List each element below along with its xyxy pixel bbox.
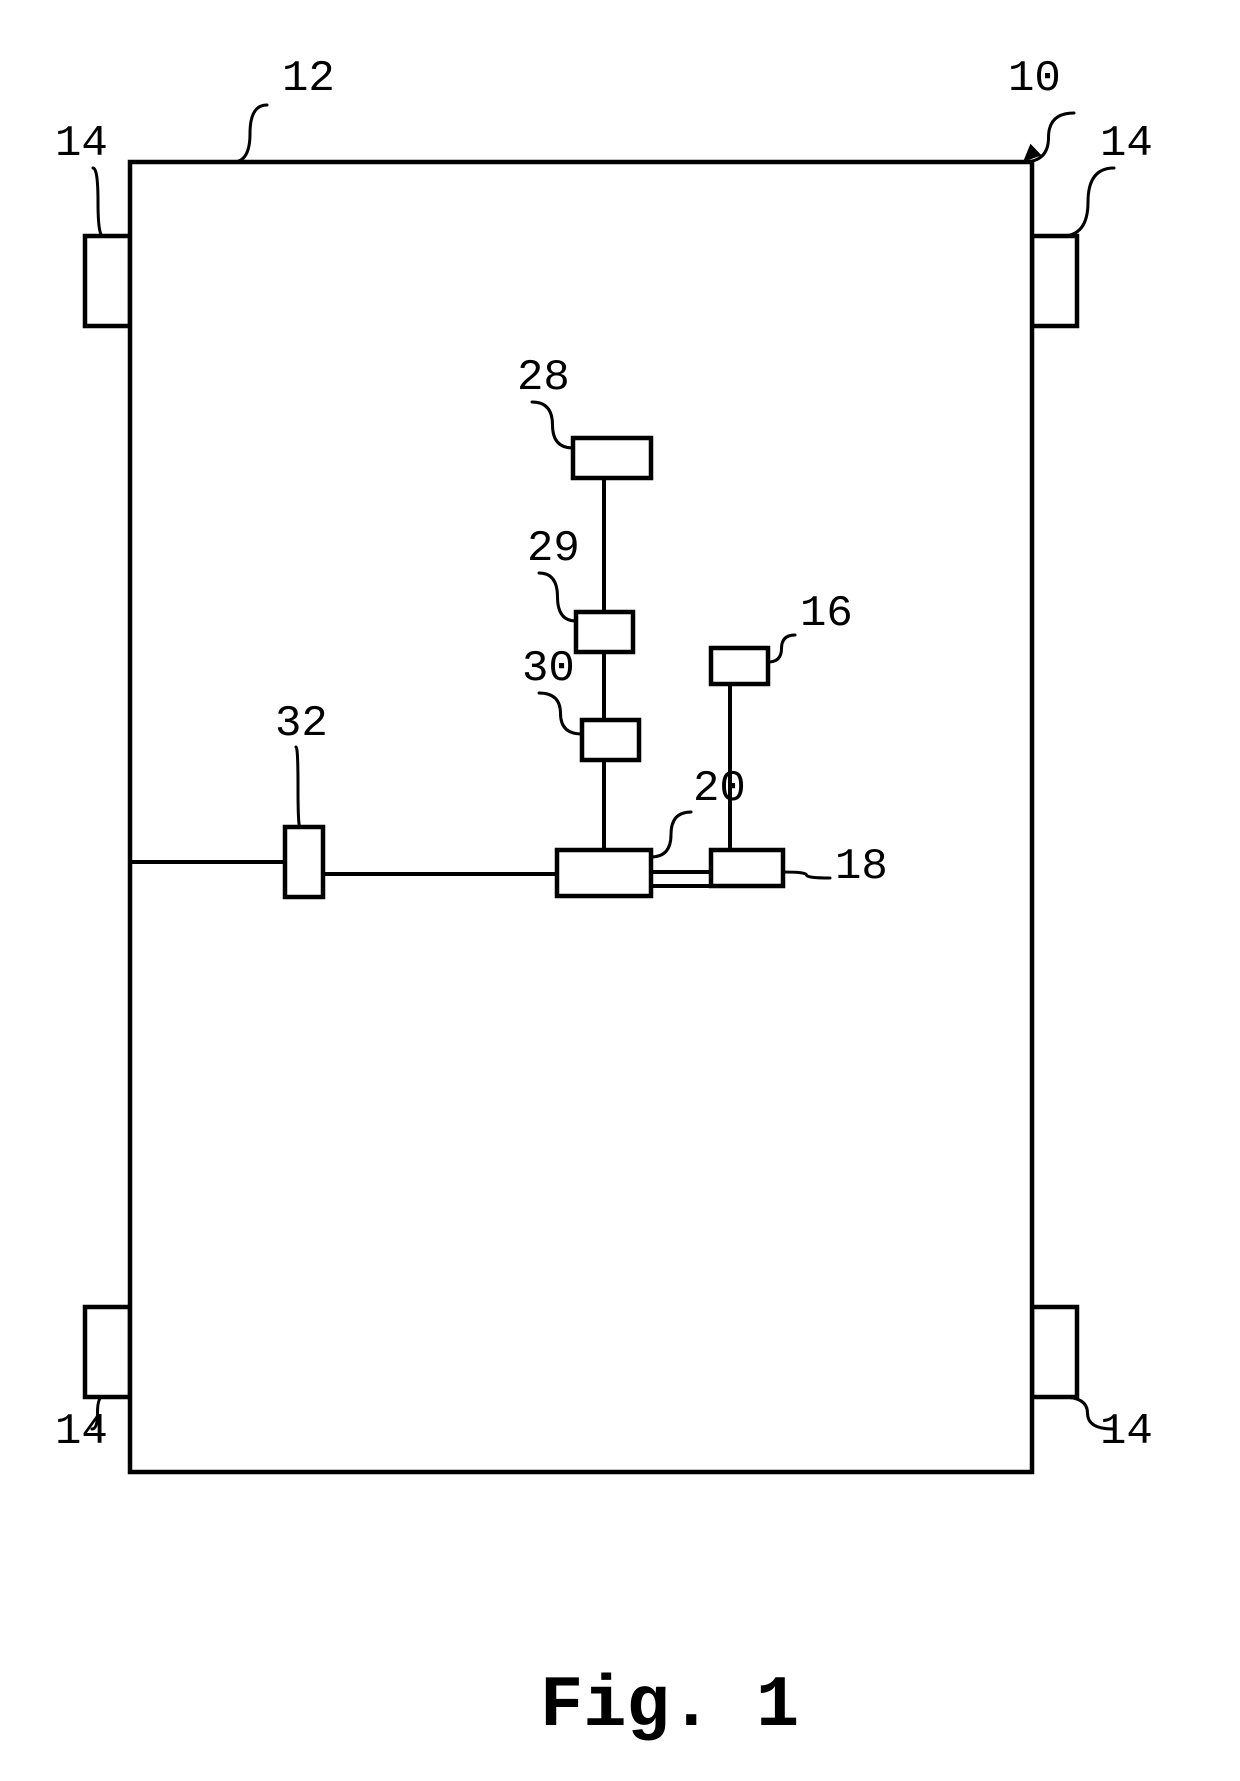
label-29: 29 [527, 524, 580, 574]
block-b30 [582, 720, 639, 760]
label-14br: 14 [1100, 1407, 1153, 1457]
diagram-svg: 12 10 14 14 14 14 32 28 29 30 20 16 18 [0, 0, 1240, 1781]
wheel-1 [85, 1307, 130, 1397]
leader-14tr [1062, 168, 1114, 236]
block-b16 [711, 648, 768, 684]
label-20: 20 [693, 764, 746, 814]
label-16: 16 [800, 589, 853, 639]
block-b29 [576, 612, 633, 652]
wheel-0 [85, 236, 130, 326]
label-18: 18 [835, 842, 888, 892]
block-controller_20 [557, 850, 651, 896]
wheel-2 [1032, 236, 1077, 326]
block-b32_horiz [285, 827, 323, 897]
block-b18 [711, 850, 783, 886]
vehicle-body [130, 162, 1032, 1472]
block-b28 [573, 438, 651, 478]
label-14bl: 14 [55, 1407, 108, 1457]
label-28: 28 [517, 353, 570, 403]
label-32: 32 [275, 699, 328, 749]
figure-label: Fig. 1 [540, 1665, 799, 1747]
label-10: 10 [1008, 54, 1061, 104]
label-12: 12 [282, 54, 335, 104]
label-14tl: 14 [55, 119, 108, 169]
figure-page: 12 10 14 14 14 14 32 28 29 30 20 16 18 Fig. 1 [0, 0, 1240, 1781]
leader-12 [233, 105, 267, 162]
label-14tr: 14 [1100, 119, 1153, 169]
label-30: 30 [522, 644, 575, 694]
leader-14tl [93, 168, 103, 236]
wheel-3 [1032, 1307, 1077, 1397]
